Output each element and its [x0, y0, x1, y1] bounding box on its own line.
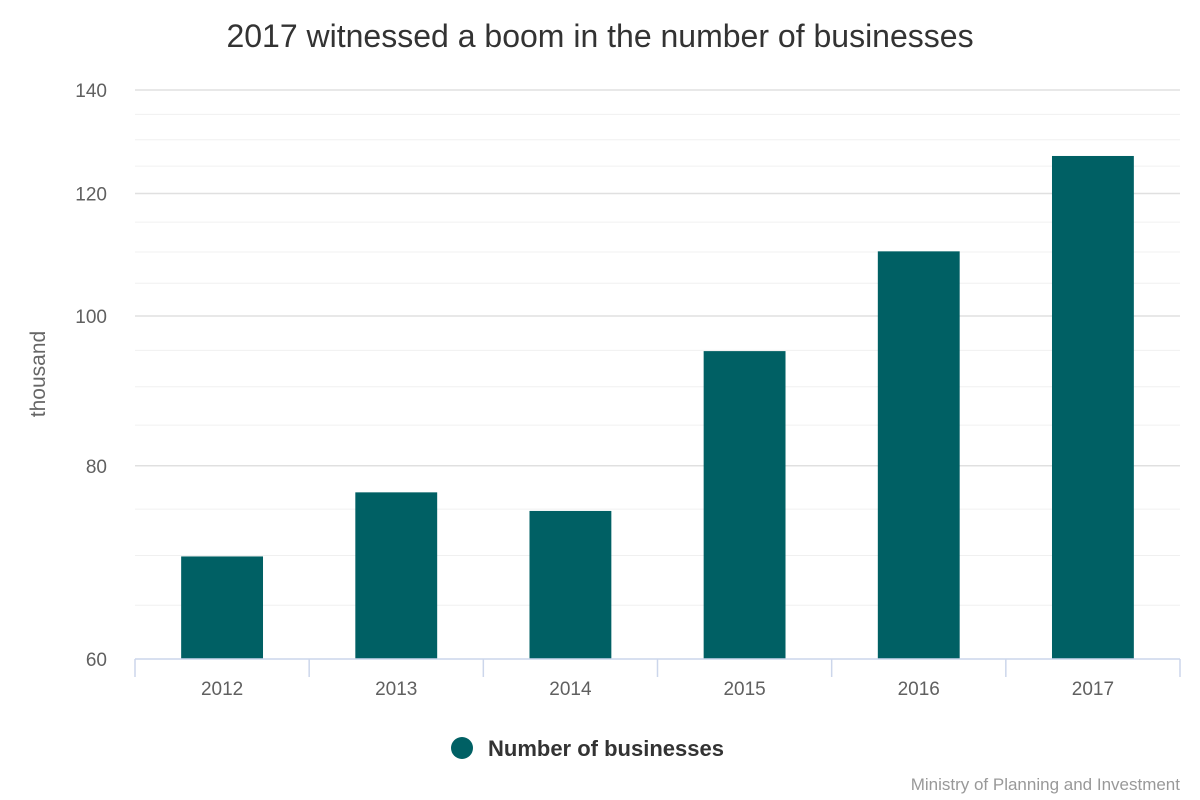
chart-credit[interactable]: Ministry of Planning and Investment — [911, 775, 1181, 794]
y-tick-label: 60 — [86, 650, 107, 671]
bar-2016[interactable] — [877, 251, 960, 659]
x-tick-label: 2014 — [549, 679, 592, 700]
y-tick-label: 140 — [75, 81, 107, 102]
x-tick-label: 2013 — [375, 679, 417, 700]
x-tick-label: 2015 — [723, 679, 765, 700]
bar-2015[interactable] — [703, 351, 786, 659]
bars — [181, 155, 1134, 659]
x-axis — [134, 658, 1181, 677]
y-axis-ticks: 60 80 100 120 140 — [75, 81, 107, 671]
y-tick-label: 100 — [75, 307, 107, 328]
x-tick-label: 2016 — [898, 679, 940, 700]
bar-2012[interactable] — [181, 556, 264, 659]
legend-marker — [451, 737, 473, 759]
y-tick-label: 120 — [75, 185, 107, 206]
grid-lines — [135, 89, 1180, 606]
bar-2017[interactable] — [1051, 155, 1134, 659]
legend[interactable]: Number of businesses — [451, 736, 724, 761]
bar-2014[interactable] — [529, 510, 612, 659]
x-axis-ticks: 2012 2013 2014 2015 2016 2017 — [201, 679, 1114, 700]
bar-2013[interactable] — [355, 492, 438, 659]
y-tick-label: 80 — [86, 457, 107, 478]
legend-label[interactable]: Number of businesses — [488, 736, 724, 761]
x-tick-label: 2012 — [201, 679, 243, 700]
x-tick-label: 2017 — [1072, 679, 1114, 700]
y-axis-label: thousand — [27, 331, 50, 417]
chart-title: 2017 witnessed a boom in the number of b… — [226, 18, 973, 54]
